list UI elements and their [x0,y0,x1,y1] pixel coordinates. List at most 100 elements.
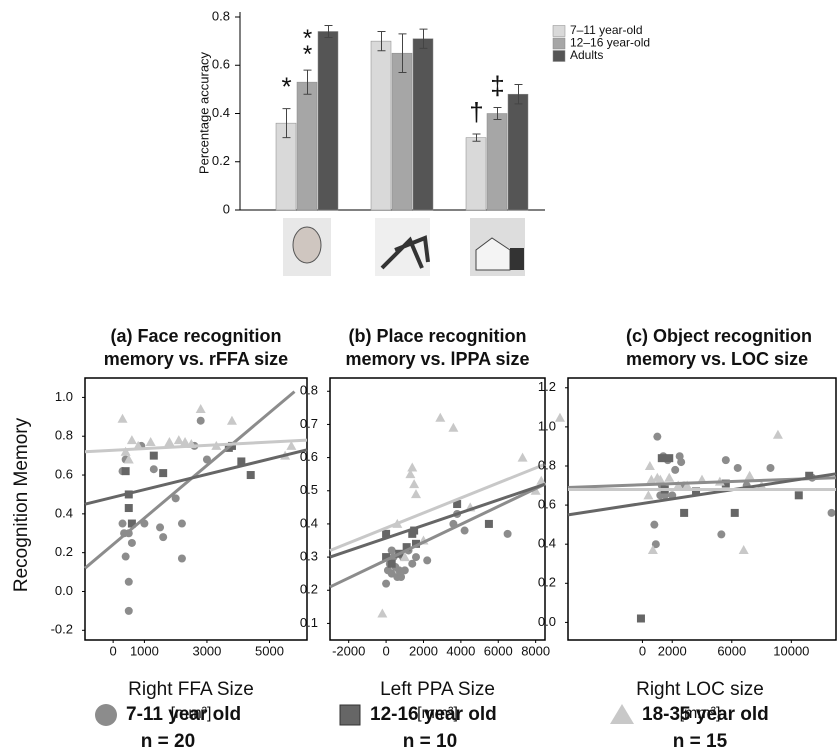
data-point [117,413,128,423]
data-point [145,437,156,447]
data-point [397,572,406,581]
y-tick-label: 0.8 [300,383,318,398]
data-point [402,543,411,552]
data-point [121,552,130,561]
data-point [195,404,206,414]
data-point [237,457,246,466]
data-point [127,519,136,528]
data-point [387,559,396,568]
x-axis-unit: [mm³] [417,705,458,722]
data-point [127,538,136,547]
x-tick-label: 4000 [446,643,475,658]
y-tick-label: 0.6 [212,57,230,72]
bar [412,38,434,211]
bar [370,40,392,211]
annotation: † [469,97,483,127]
y-tick-label: 0.7 [300,416,318,431]
data-point [448,422,459,432]
data-point [171,494,180,503]
data-point [412,539,420,548]
data-point [226,415,237,425]
data-point [395,566,404,575]
bar [317,31,339,211]
legend-marker [610,704,634,724]
data-point [387,546,396,555]
x-tick-label: 1000 [130,643,159,658]
data-point [692,487,701,496]
data-point [517,452,528,462]
y-tick-label: 0.8 [212,8,230,23]
stimulus-images [283,218,525,276]
data-point [123,454,134,464]
y-tick-label: 0.2 [55,544,73,559]
y-axis-label: Percentage accuracy [196,51,211,174]
data-point [794,491,803,500]
y-tick-label: 0.8 [55,428,73,443]
trend-line [329,482,546,589]
data-point [120,446,131,456]
data-point [411,489,421,499]
y-tick-label: 0.2 [212,153,230,168]
chart-title: (b) Place recognition [348,326,526,346]
data-point [643,490,654,500]
y-tick-label: 0.1 [300,615,318,630]
data-point [721,479,730,488]
y-tick-label: 0.4 [55,505,73,520]
x-tick-label: 8000 [521,643,550,658]
data-point [644,460,655,470]
data-point [827,508,836,517]
data-point [382,579,391,588]
x-tick-label: 0 [110,643,117,658]
trend-line [567,472,837,517]
y-tick-label: 1.2 [538,379,556,394]
y-tick-label: 0.0 [55,583,73,598]
face-image [292,226,322,264]
error-bar [377,30,386,52]
data-point [717,530,726,539]
y-tick-label: 0.4 [300,515,318,530]
bar [465,137,487,211]
data-point [677,458,686,467]
data-point [399,552,410,562]
house-image [510,248,524,270]
legend-marker [95,704,117,726]
x-axis-label: Right LOC size [636,679,764,700]
data-point [118,519,127,528]
plot-frame [329,377,546,641]
data-point [671,465,680,474]
chart-title: memory vs. lPPA size [345,349,529,369]
x-tick-label: 6000 [717,643,746,658]
legend-label: 7–11 year-old [570,23,643,37]
data-point [651,540,660,549]
data-point [653,432,662,441]
data-point [647,545,658,555]
legend-marker [339,704,361,726]
data-point [377,608,388,618]
legend-count: n = 10 [403,731,457,751]
chart-title: memory vs. LOC size [626,349,808,369]
x-tick-label: 5000 [255,643,284,658]
x-axis-unit: [mm³] [171,705,212,722]
data-point [721,456,730,465]
data-point [554,412,565,422]
error-bar [324,24,333,39]
data-point [657,454,666,463]
data-point [156,523,165,532]
data-point [650,520,659,529]
legend-label: 12-16 year old [370,704,497,725]
data-point [177,519,186,528]
chart-title: memory vs. rFFA size [104,349,288,369]
y-tick-label: 1.0 [538,418,556,433]
data-point [680,508,689,517]
plot-frame [84,377,308,641]
data-point [453,500,462,509]
legend-count: n = 15 [673,731,728,751]
bar [507,93,529,211]
data-point [173,435,184,445]
y-tick-label: 0.3 [300,549,318,564]
data-point [177,554,186,563]
data-point [159,469,168,478]
data-point [196,416,205,425]
chair-image [380,235,430,270]
y-tick-label: 0.6 [538,497,556,512]
